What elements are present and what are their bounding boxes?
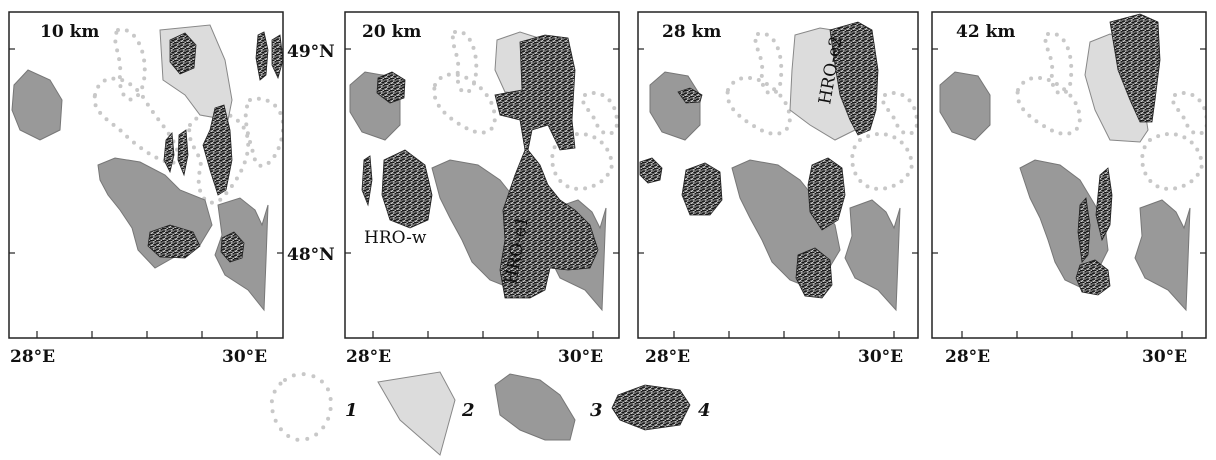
x-tick-label: 30°E [858, 347, 903, 367]
legend-symbol-light-grey-area [377, 371, 456, 456]
legend-number-4: 4 [698, 400, 711, 421]
dotted-outline [580, 91, 619, 136]
y-tick-label: 48°N [287, 245, 335, 265]
dark-grey-area [939, 71, 991, 141]
hatched-area [381, 149, 433, 229]
panel-20km: 20 km 49°N 48°N HRO-w HRO-e1 28°E 30°E [287, 11, 620, 367]
panel-28km: 28 km HRO-e2 28°E 30°E [637, 11, 919, 367]
panel-frame [637, 11, 919, 339]
x-tick-label: 30°E [558, 347, 603, 367]
hatched-area [639, 157, 663, 184]
hatched-area [271, 34, 283, 80]
hatched-area [1077, 197, 1091, 263]
dark-grey-area [11, 69, 63, 141]
depth-label: 10 km [40, 22, 99, 42]
dotted-outline [550, 132, 615, 191]
hatched-area [361, 155, 373, 207]
x-tick-label: 28°E [945, 347, 990, 367]
dotted-outline [1015, 75, 1082, 136]
tick-marks [9, 48, 283, 338]
legend-number-1: 1 [345, 400, 358, 421]
region-label-hro-w: HRO-w [364, 228, 427, 248]
hatched-area [163, 132, 175, 174]
dotted-outline [753, 31, 784, 96]
dotted-outline [432, 72, 497, 135]
tick-marks [345, 48, 619, 338]
hatched-area [255, 31, 269, 81]
dark-grey-area [1134, 199, 1191, 312]
dotted-outline [187, 110, 251, 205]
x-tick-label: 28°E [346, 347, 391, 367]
hatched-area [829, 21, 879, 136]
y-tick-label: 49°N [287, 42, 335, 62]
dotted-outline [243, 96, 283, 168]
panel-10km: 10 km 28°E 30°E [8, 11, 284, 367]
x-tick-label: 28°E [10, 347, 55, 367]
legend-symbol-dark-grey-area [494, 373, 576, 441]
hatched-area [1109, 13, 1161, 123]
dotted-outline [1140, 132, 1205, 191]
panel-42km: 42 km 28°E 30°E [931, 11, 1207, 367]
panel-frame [931, 11, 1207, 339]
hatched-area [795, 247, 833, 299]
x-tick-label: 28°E [645, 347, 690, 367]
x-tick-label: 30°E [222, 347, 267, 367]
panel-frame [8, 11, 284, 339]
depth-label: 42 km [956, 22, 1015, 42]
hatched-area [376, 71, 406, 104]
hatched-area [177, 129, 189, 177]
hatched-area [1075, 259, 1111, 296]
tick-marks [638, 48, 918, 338]
hatched-area [681, 162, 723, 216]
hatched-area [220, 231, 245, 263]
dotted-outline [1170, 91, 1206, 136]
dotted-outline [113, 27, 147, 102]
legend: 1 2 3 4 [269, 371, 711, 456]
dark-grey-area [649, 71, 701, 141]
dotted-outline [725, 75, 792, 136]
tick-marks [932, 48, 1206, 338]
hatched-area [807, 157, 846, 231]
hatched-area [147, 224, 201, 259]
legend-symbol-hatched-area [611, 384, 691, 431]
x-tick-label: 30°E [1142, 347, 1187, 367]
hatched-area [677, 87, 703, 104]
legend-number-3: 3 [590, 400, 603, 421]
legend-symbol-dotted-outline [269, 372, 333, 443]
dotted-outline [1043, 31, 1074, 96]
depth-label: 28 km [662, 22, 721, 42]
dotted-outline [880, 91, 918, 136]
hatched-area [202, 104, 233, 196]
legend-number-2: 2 [461, 400, 475, 421]
depth-label: 20 km [362, 22, 421, 42]
dotted-outline [850, 132, 915, 191]
hatched-area [1095, 167, 1113, 242]
dark-grey-area [844, 199, 901, 312]
hatched-area [494, 34, 599, 299]
panel-frame [344, 11, 620, 339]
hatched-area [169, 32, 197, 75]
